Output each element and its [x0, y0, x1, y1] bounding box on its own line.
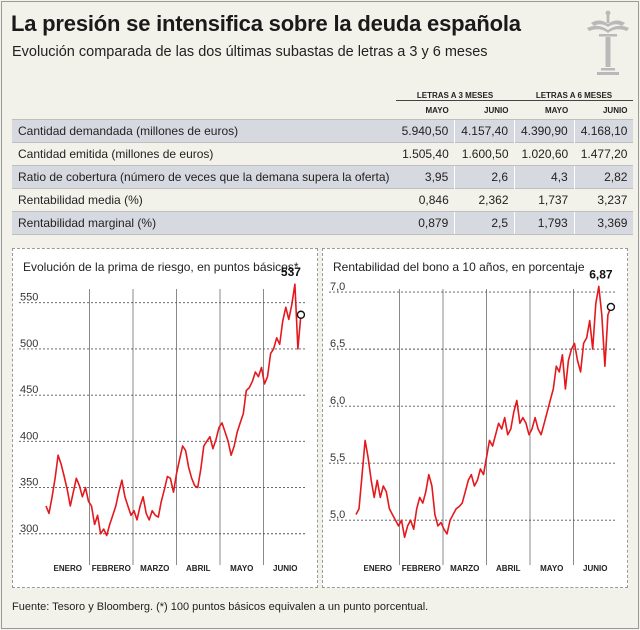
table-group-header: LETRAS A 3 MESES LETRAS A 6 MESES — [12, 86, 634, 101]
month-header: JUNIO — [484, 105, 509, 115]
group-header-6m: LETRAS A 6 MESES — [514, 86, 634, 101]
table-cell: 1,793 — [514, 211, 575, 235]
table-cell: 3,95 — [395, 165, 455, 189]
x-tick-label: JUNIO — [583, 564, 607, 573]
month-header: MAYO — [544, 105, 569, 115]
table-row: Ratio de cobertura (número de veces que … — [12, 165, 634, 189]
table-cell: 1.600,50 — [454, 142, 515, 166]
y-tick-label: 6,5 — [330, 338, 345, 350]
month-header: JUNIO — [602, 105, 628, 115]
x-tick-label: MAYO — [230, 564, 253, 573]
table-cell: 1,737 — [514, 188, 575, 212]
series-line — [355, 285, 612, 539]
table-row: Cantidad emitida (millones de euros) 1.5… — [12, 142, 634, 166]
y-tick-label: 7,0 — [330, 281, 345, 293]
table-cell: 5.940,50 — [395, 119, 455, 143]
page-subtitle: Evolución comparada de las dos últimas s… — [12, 44, 488, 60]
table-cell: 3,237 — [574, 188, 634, 212]
row-label: Cantidad emitida (millones de euros) — [12, 142, 396, 166]
table-cell: 3,369 — [573, 211, 634, 235]
table-month-header: MAYO JUNIO MAYO JUNIO — [12, 101, 633, 120]
table-cell: 2,6 — [454, 165, 515, 189]
y-tick-label: 350 — [20, 477, 38, 489]
x-tick-label: ABRIL — [186, 564, 211, 573]
row-label: Cantidad demandada (millones de euros) — [12, 119, 396, 143]
y-tick-label: 5,5 — [330, 452, 345, 464]
table-cell: 4.168,10 — [573, 119, 634, 143]
table-cell: 1.020,60 — [514, 142, 575, 166]
row-label: Ratio de cobertura (número de veces que … — [12, 165, 396, 189]
last-value-marker — [296, 310, 306, 319]
newspaper-emblem-icon — [587, 10, 629, 75]
x-tick-label: JUNIO — [273, 564, 297, 573]
x-tick-label: MARZO — [450, 564, 479, 573]
table-cell: 1.505,40 — [395, 142, 455, 166]
table-row: Cantidad demandada (millones de euros) 5… — [12, 119, 634, 143]
y-tick-label: 5,0 — [330, 509, 345, 521]
x-tick-label: MAYO — [540, 564, 563, 573]
row-label: Rentabilidad media (%) — [12, 188, 396, 212]
x-tick-label: FEBRERO — [92, 564, 131, 573]
table-cell: 0,879 — [395, 211, 455, 235]
table-row: Rentabilidad marginal (%) 0,879 2,5 1,79… — [12, 211, 634, 235]
bond-yield-chart-svg: Rentabilidad del bono a 10 años, en porc… — [329, 260, 617, 573]
y-tick-label: 550 — [20, 292, 38, 304]
chart-title: Evolución de la prima de riesgo, en punt… — [23, 260, 299, 274]
chart-title: Rentabilidad del bono a 10 años, en porc… — [333, 260, 585, 274]
risk-premium-chart: Evolución de la prima de riesgo, en punt… — [12, 248, 318, 588]
y-tick-label: 6,0 — [330, 395, 345, 407]
series-line — [45, 283, 302, 537]
table-cell: 1.477,20 — [574, 142, 634, 166]
auction-table: LETRAS A 3 MESES LETRAS A 6 MESES MAYO J… — [12, 86, 634, 235]
table-cell: 2,5 — [454, 211, 515, 235]
last-value-label: 537 — [281, 265, 301, 279]
table-cell: 4.390,90 — [514, 119, 575, 143]
x-tick-label: ENERO — [364, 564, 392, 573]
source-note: Fuente: Tesoro y Bloomberg. (*) 100 punt… — [12, 601, 429, 613]
x-tick-label: MARZO — [140, 564, 169, 573]
table-cell: 4.157,40 — [454, 119, 515, 143]
last-value-label: 6,87 — [589, 267, 613, 281]
y-tick-label: 450 — [20, 384, 38, 396]
table-row: Rentabilidad media (%) 0,846 2,362 1,737… — [12, 188, 634, 212]
y-tick-label: 400 — [20, 430, 38, 442]
risk-premium-chart-svg: Evolución de la prima de riesgo, en punt… — [19, 260, 307, 573]
y-tick-label: 500 — [20, 338, 38, 350]
x-tick-label: ABRIL — [496, 564, 521, 573]
month-header: MAYO — [425, 105, 449, 115]
table-cell: 4,3 — [514, 165, 575, 189]
table-cell: 0,846 — [395, 188, 455, 212]
x-tick-label: ENERO — [54, 564, 82, 573]
row-label: Rentabilidad marginal (%) — [12, 211, 396, 235]
bond-yield-chart: Rentabilidad del bono a 10 años, en porc… — [322, 248, 628, 588]
group-header-3m: LETRAS A 3 MESES — [395, 86, 515, 101]
y-tick-label: 300 — [20, 523, 38, 535]
last-value-marker — [606, 302, 616, 312]
x-tick-label: FEBRERO — [402, 564, 441, 573]
table-cell: 2,362 — [454, 188, 515, 212]
table-cell: 2,82 — [573, 165, 634, 189]
page-title: La presión se intensifica sobre la deuda… — [11, 11, 521, 36]
